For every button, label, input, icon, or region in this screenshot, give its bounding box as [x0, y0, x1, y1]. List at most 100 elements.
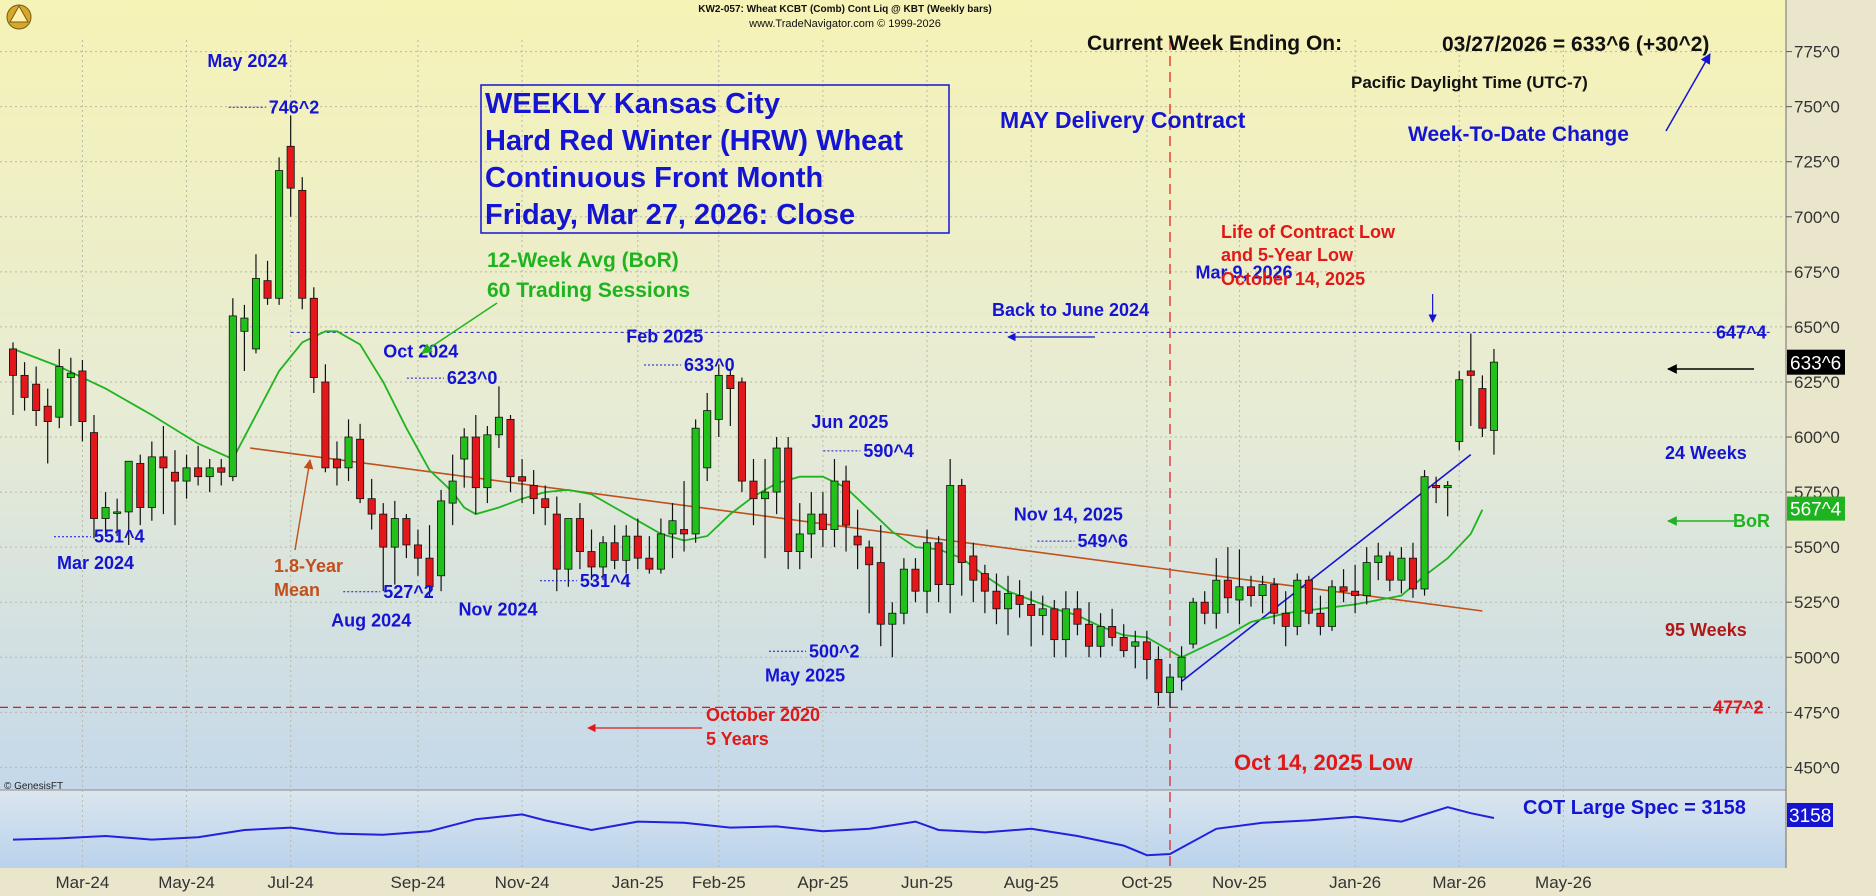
candle-body: [170, 471, 179, 482]
candle-body: [55, 366, 64, 418]
annotation-jun2025-price: 590^4: [863, 441, 914, 461]
candle-body: [1223, 579, 1232, 599]
candle: [726, 368, 735, 427]
candle: [1131, 630, 1140, 669]
candle: [795, 503, 804, 570]
candle-body: [587, 551, 596, 568]
candle-body: [1177, 656, 1186, 678]
candle-body: [807, 513, 816, 535]
x-axis-tick-label: Feb-25: [692, 873, 746, 892]
candle: [147, 441, 156, 521]
cot-large-spec-line: [12, 806, 1495, 857]
candle: [957, 478, 966, 596]
candle: [691, 419, 700, 543]
candle-body: [680, 529, 689, 535]
candle-body: [1166, 676, 1175, 693]
candle-body: [518, 476, 527, 482]
candle-body: [541, 498, 550, 508]
y-axis-tick-label: 675^0: [1794, 263, 1840, 282]
candle-body: [1189, 601, 1198, 645]
candle: [1142, 630, 1151, 680]
candle: [1489, 348, 1498, 455]
candle: [1327, 580, 1336, 631]
candle-body: [610, 542, 619, 561]
candle-body: [980, 573, 989, 592]
candle-body: [1316, 612, 1325, 627]
candle: [946, 459, 955, 614]
candle: [170, 450, 179, 526]
candle-body: [78, 370, 87, 423]
candle: [992, 573, 1001, 625]
candle: [437, 489, 446, 592]
candle: [529, 470, 538, 515]
candle-body: [911, 568, 920, 592]
candle: [1455, 370, 1464, 451]
candle-body: [494, 416, 503, 436]
candle: [194, 445, 203, 486]
price-647-label: 647^4: [1716, 322, 1767, 342]
candle-body: [1362, 562, 1371, 596]
annotation-aug2024-price: 527^2: [383, 582, 434, 602]
genesis-copyright: © GenesisFT: [4, 781, 63, 792]
candle: [298, 177, 307, 310]
timezone-label: Pacific Daylight Time (UTC-7): [1351, 73, 1588, 92]
candle-body: [1015, 595, 1024, 605]
candle: [217, 459, 226, 486]
candle-body: [66, 372, 75, 378]
candle: [251, 254, 260, 354]
candle: [402, 514, 411, 559]
candle: [263, 260, 272, 305]
candle-body: [830, 480, 839, 530]
candle: [888, 602, 897, 658]
candle: [483, 426, 492, 504]
candle-body: [1073, 608, 1082, 625]
candle-body: [460, 436, 469, 460]
candle-body: [413, 544, 422, 559]
candle: [575, 503, 584, 570]
candle-body: [89, 432, 98, 519]
contract-low-label-2: and 5-Year Low: [1221, 245, 1354, 265]
y-axis-tick-label: 500^0: [1794, 648, 1840, 667]
candle-body: [934, 542, 943, 585]
candle: [969, 542, 978, 603]
wtd-change-label: Week-To-Date Change: [1408, 123, 1629, 146]
candle-body: [668, 520, 677, 535]
candle: [1004, 575, 1013, 636]
candle-body: [8, 348, 17, 376]
y-axis-tick-label: 650^0: [1794, 318, 1840, 337]
candle-body: [448, 480, 457, 504]
price-477-label: 477^2: [1713, 697, 1764, 717]
candle-body: [575, 518, 584, 552]
trend-24-weeks-label: 24 Weeks: [1665, 443, 1747, 463]
candle: [32, 366, 41, 427]
candle-body: [32, 383, 41, 411]
annotation-mar2026-date: Mar 9, 2026: [1195, 262, 1292, 282]
candle-body: [1374, 555, 1383, 563]
candle-body: [43, 405, 52, 423]
x-axis-tick-label: Mar-26: [1432, 873, 1486, 892]
candle: [1316, 595, 1325, 636]
x-axis-tick-label: May-26: [1535, 873, 1592, 892]
candle: [807, 492, 816, 559]
candle: [1212, 558, 1221, 629]
candle-body: [888, 612, 897, 625]
bor-price-tag-text: 567^4: [1790, 500, 1842, 521]
candle-body: [691, 427, 700, 535]
info-box: [480, 84, 950, 234]
candle: [1281, 591, 1290, 647]
bor-label-line-2: 60 Trading Sessions: [487, 279, 690, 302]
mean-label-line-1: 1.8-Year: [274, 556, 343, 576]
current-week-value: 03/27/2026 = 633^6 (+30^2): [1442, 33, 1709, 56]
candle: [1432, 476, 1441, 504]
candle: [78, 359, 87, 442]
candle-body: [217, 467, 226, 473]
candle-body: [483, 434, 492, 489]
candle-body: [1235, 586, 1244, 601]
candle-body: [1432, 485, 1441, 489]
candle-body: [703, 410, 712, 469]
candle: [205, 459, 214, 493]
candle: [471, 415, 480, 515]
candle: [66, 357, 75, 427]
candle: [1073, 591, 1082, 636]
